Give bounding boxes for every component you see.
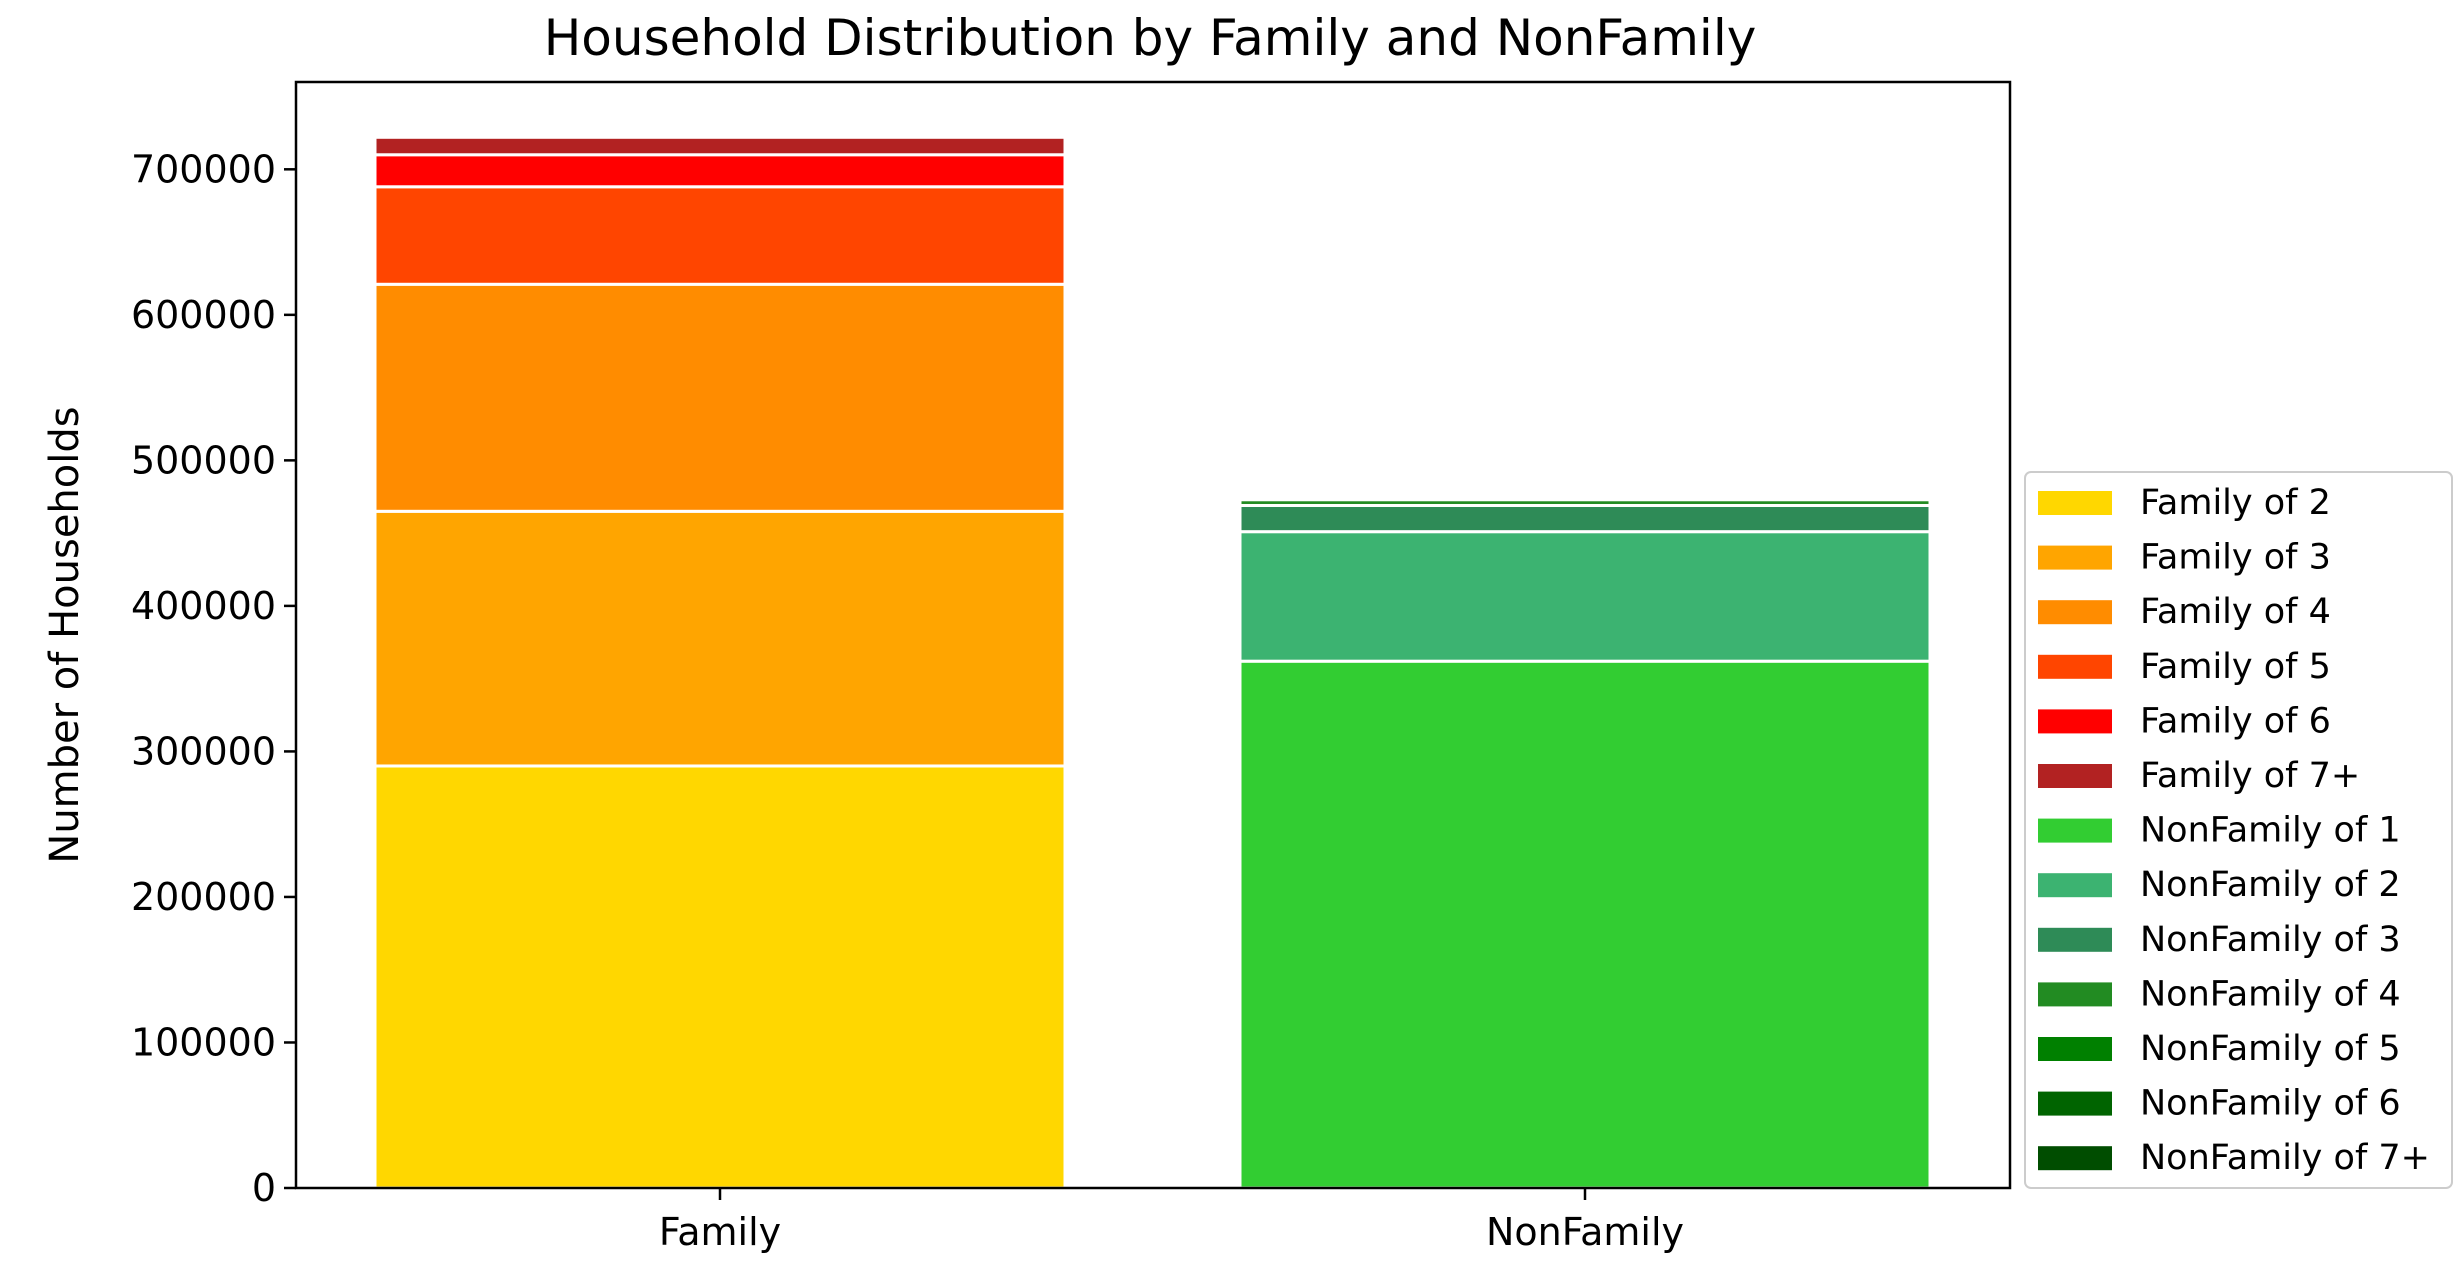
legend-label-nonfamily-of-7-plus: NonFamily of 7+ bbox=[2140, 1138, 2430, 1178]
bar-segment-family-of-6 bbox=[373, 153, 1067, 189]
legend-box bbox=[2024, 471, 2453, 1189]
chart-title: Household Distribution by Family and Non… bbox=[544, 9, 1757, 67]
legend-label-family-of-4: Family of 4 bbox=[2140, 592, 2331, 632]
legend-label-family-of-6: Family of 6 bbox=[2140, 701, 2331, 741]
legend-swatch-family-of-2 bbox=[2038, 491, 2112, 515]
legend: Family of 2 Family of 3 Family of 4 Family … bbox=[2024, 471, 2453, 1189]
legend-swatch-nonfamily-of-4 bbox=[2038, 982, 2112, 1007]
bar-segment-family-of-7-plus bbox=[373, 135, 1067, 157]
legend-swatch-nonfamily-of-7-plus bbox=[2038, 1146, 2112, 1171]
x-tick-label-nonfamily: NonFamily bbox=[1486, 1210, 1684, 1254]
legend-label-family-of-5: Family of 5 bbox=[2140, 647, 2331, 687]
plot-frame bbox=[294, 80, 2012, 1190]
y-tick-label: 600000 bbox=[131, 293, 276, 337]
legend-label-family-of-3: Family of 3 bbox=[2140, 538, 2331, 578]
legend-swatch-nonfamily-of-2 bbox=[2038, 873, 2112, 898]
legend-swatch-family-of-4 bbox=[2038, 600, 2112, 625]
y-tick-label: 300000 bbox=[131, 729, 276, 773]
legend-label-family-of-7-plus: Family of 7+ bbox=[2140, 756, 2360, 796]
legend-label-nonfamily-of-1: NonFamily of 1 bbox=[2140, 811, 2401, 851]
legend-swatch-family-of-5 bbox=[2038, 654, 2112, 679]
legend-swatch-nonfamily-of-5 bbox=[2038, 1037, 2112, 1061]
bar-segment-family-of-2 bbox=[373, 764, 1067, 1190]
y-tick-label: 200000 bbox=[131, 875, 276, 919]
legend-swatch-family-of-3 bbox=[2038, 545, 2112, 570]
legend-label-nonfamily-of-4: NonFamily of 4 bbox=[2140, 974, 2401, 1014]
legend-swatch-family-of-6 bbox=[2038, 709, 2112, 734]
bars-layer bbox=[373, 135, 1932, 1190]
y-tick-label: 700000 bbox=[131, 147, 276, 191]
y-tick-label: 100000 bbox=[131, 1020, 276, 1064]
y-tick-label: 400000 bbox=[131, 584, 276, 628]
y-axis-label: Number of Households bbox=[42, 406, 88, 863]
legend-swatch-nonfamily-of-6 bbox=[2038, 1091, 2112, 1116]
bar-segment-nonfamily-of-1 bbox=[1238, 659, 1932, 1190]
legend-swatch-nonfamily-of-1 bbox=[2038, 818, 2112, 843]
legend-label-family-of-2: Family of 2 bbox=[2140, 483, 2331, 523]
x-tick-label-family: Family bbox=[659, 1210, 781, 1254]
axes-layer: 0 100000 200000 300000 400000 500000 600000 700… bbox=[131, 80, 2012, 1254]
bar-segment-family-of-4 bbox=[373, 282, 1067, 513]
legend-label-nonfamily-of-5: NonFamily of 5 bbox=[2140, 1029, 2401, 1069]
legend-label-nonfamily-of-3: NonFamily of 3 bbox=[2140, 920, 2401, 960]
bar-segment-family-of-5 bbox=[373, 185, 1067, 286]
legend-swatch-nonfamily-of-3 bbox=[2038, 927, 2112, 952]
y-tick-label: 0 bbox=[252, 1166, 276, 1210]
bar-segment-nonfamily-of-7-plus bbox=[1238, 494, 1932, 499]
legend-swatch-family-of-7-plus bbox=[2038, 764, 2112, 788]
legend-label-nonfamily-of-2: NonFamily of 2 bbox=[2140, 865, 2401, 905]
bar-segment-family-of-3 bbox=[373, 509, 1067, 768]
legend-label-nonfamily-of-6: NonFamily of 6 bbox=[2140, 1084, 2401, 1124]
y-tick-label: 500000 bbox=[131, 438, 276, 482]
bar-segment-nonfamily-of-3 bbox=[1238, 503, 1932, 534]
bar-segment-nonfamily-of-2 bbox=[1238, 530, 1932, 663]
